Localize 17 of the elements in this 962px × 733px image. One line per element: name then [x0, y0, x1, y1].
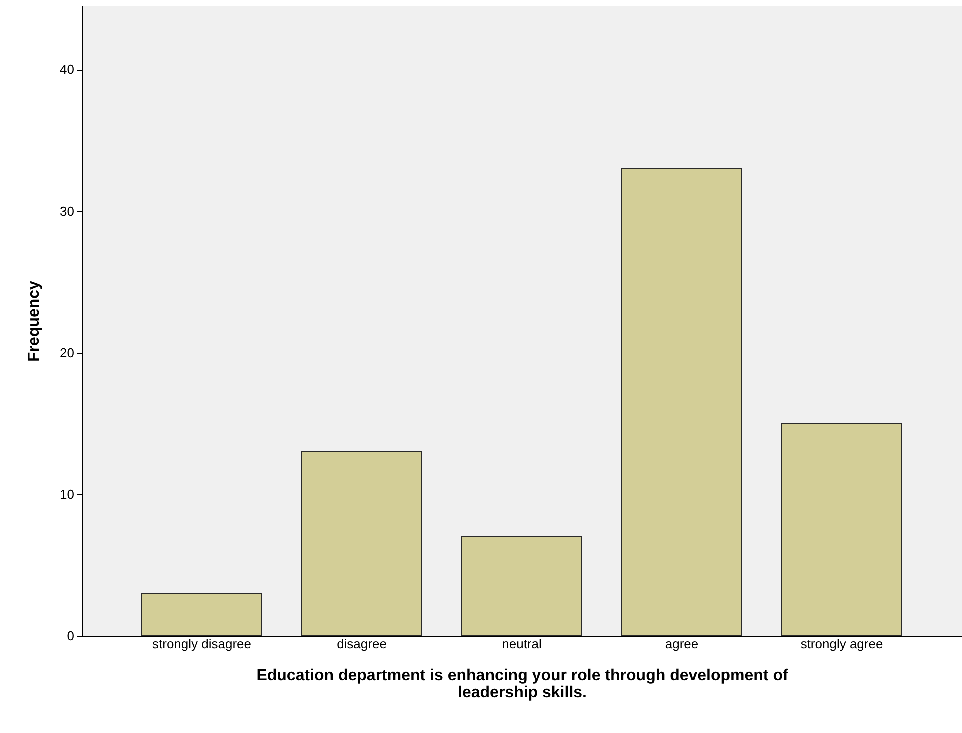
bar — [462, 536, 582, 636]
y-tick-label: 20 — [60, 345, 74, 360]
y-axis-title: Frequency — [26, 280, 44, 362]
x-tick-label: disagree — [337, 636, 387, 652]
x-axis-title: Education department is enhancing your role through development of leadership skills. — [256, 668, 789, 702]
bar — [622, 168, 742, 636]
y-tick-label: 10 — [60, 486, 74, 502]
bar — [302, 451, 422, 636]
x-tick-label: strongly agree — [800, 636, 884, 652]
x-tick-label: agree — [665, 636, 699, 652]
y-tick-label: 30 — [60, 204, 74, 219]
bar — [142, 593, 262, 636]
y-tick-label: 0 — [67, 628, 74, 644]
x-tick-label: strongly disagree — [152, 636, 252, 652]
y-tick-label: 40 — [60, 62, 74, 78]
bar — [782, 423, 902, 636]
x-tick-label: neutral — [502, 636, 542, 652]
